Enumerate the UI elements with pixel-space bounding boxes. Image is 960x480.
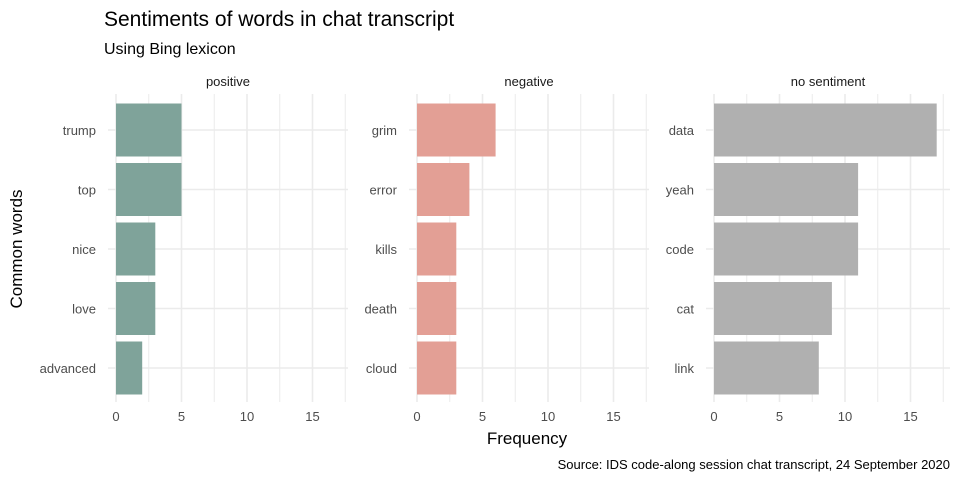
x-tick-label: 10 — [541, 409, 555, 424]
chart-subtitle: Using Bing lexicon — [104, 41, 236, 58]
category-label: cat — [677, 302, 695, 317]
x-tick-label: 0 — [413, 409, 420, 424]
chart-title: Sentiments of words in chat transcript — [104, 8, 454, 31]
facet-panel-negative: negative grim error kills death cloud 0 5 10 15 — [364, 74, 649, 424]
category-label: cloud — [366, 361, 397, 376]
bar-nice — [116, 222, 156, 276]
facet-panel-no-sentiment: no sentiment data yeah code cat link 0 5 10 15 — [666, 74, 950, 424]
bar-cloud — [417, 341, 457, 395]
x-tick-label: 5 — [479, 409, 486, 424]
bar-love — [116, 282, 156, 335]
facet-label: positive — [206, 74, 250, 89]
bar-death — [417, 282, 457, 335]
facet-panel-positive: positive trump top nice love advanced 0 5 10 15 — [40, 74, 348, 424]
x-tick-label: 5 — [178, 409, 185, 424]
category-label: code — [666, 242, 694, 257]
category-label: yeah — [666, 183, 694, 198]
x-tick-label: 15 — [903, 409, 917, 424]
bar-link — [714, 341, 819, 395]
bar-kills — [417, 222, 457, 276]
x-tick-label: 5 — [776, 409, 783, 424]
category-label: error — [370, 183, 398, 198]
facet-label: no sentiment — [791, 74, 866, 89]
bar-code — [714, 222, 859, 276]
x-axis-label: Frequency — [487, 429, 568, 448]
x-tick-label: 0 — [710, 409, 717, 424]
category-label: kills — [375, 242, 397, 257]
chart-caption: Source: IDS code-along session chat tran… — [558, 457, 950, 472]
bar-yeah — [714, 163, 859, 216]
x-tick-label: 10 — [240, 409, 254, 424]
x-tick-label: 10 — [838, 409, 852, 424]
category-label: nice — [72, 242, 96, 257]
bar-grim — [417, 103, 496, 157]
y-axis-label: Common words — [7, 189, 26, 308]
x-tick-label: 15 — [606, 409, 620, 424]
category-label: top — [78, 183, 96, 198]
x-tick-label: 15 — [305, 409, 319, 424]
category-label: advanced — [40, 361, 96, 376]
category-label: love — [72, 302, 96, 317]
category-label: death — [364, 302, 397, 317]
bar-advanced — [116, 341, 143, 395]
bar-cat — [714, 282, 832, 335]
bar-trump — [116, 103, 182, 157]
x-tick-label: 0 — [112, 409, 119, 424]
bar-data — [714, 103, 937, 157]
category-label: grim — [372, 123, 397, 138]
bar-top — [116, 163, 182, 216]
bar-error — [417, 163, 470, 216]
category-label: trump — [63, 123, 96, 138]
category-label: link — [674, 361, 694, 376]
facet-label: negative — [504, 74, 553, 89]
category-label: data — [669, 123, 695, 138]
